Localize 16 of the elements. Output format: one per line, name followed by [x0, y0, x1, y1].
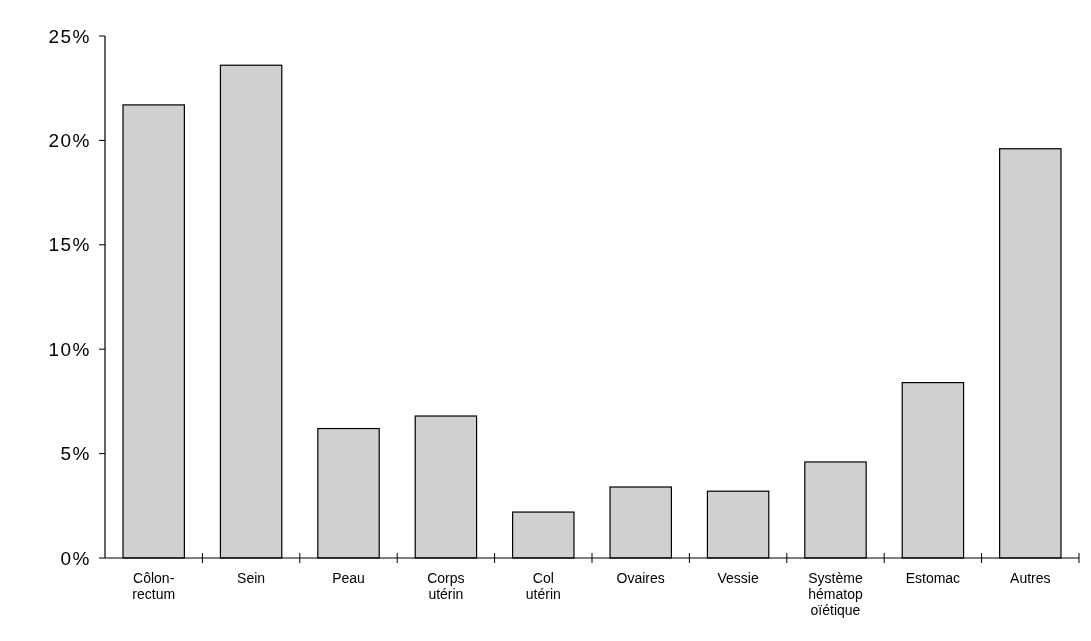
y-tick-label: 25%	[48, 25, 91, 47]
y-tick-label: 0%	[60, 547, 91, 569]
x-tick-label: Système hématop oïétique	[808, 570, 863, 618]
x-tick-label: Estomac	[905, 570, 961, 586]
y-tick-label: 10%	[48, 338, 91, 360]
y-tick-label: 5%	[60, 443, 91, 465]
x-tick-label: Corps utérin	[427, 570, 465, 602]
y-tick-label: 20%	[48, 130, 91, 152]
x-tick-label: Peau	[332, 570, 365, 586]
y-tick-label: 15%	[48, 234, 91, 256]
x-tick-label: Col utérin	[525, 570, 561, 602]
x-tick-label: Autres	[1010, 570, 1051, 586]
x-tick-label: Côlon- rectum	[132, 570, 176, 602]
x-tick-label: Vessie	[717, 570, 759, 586]
x-tick-label: Ovaires	[616, 570, 665, 586]
x-tick-label: Sein	[237, 570, 266, 586]
